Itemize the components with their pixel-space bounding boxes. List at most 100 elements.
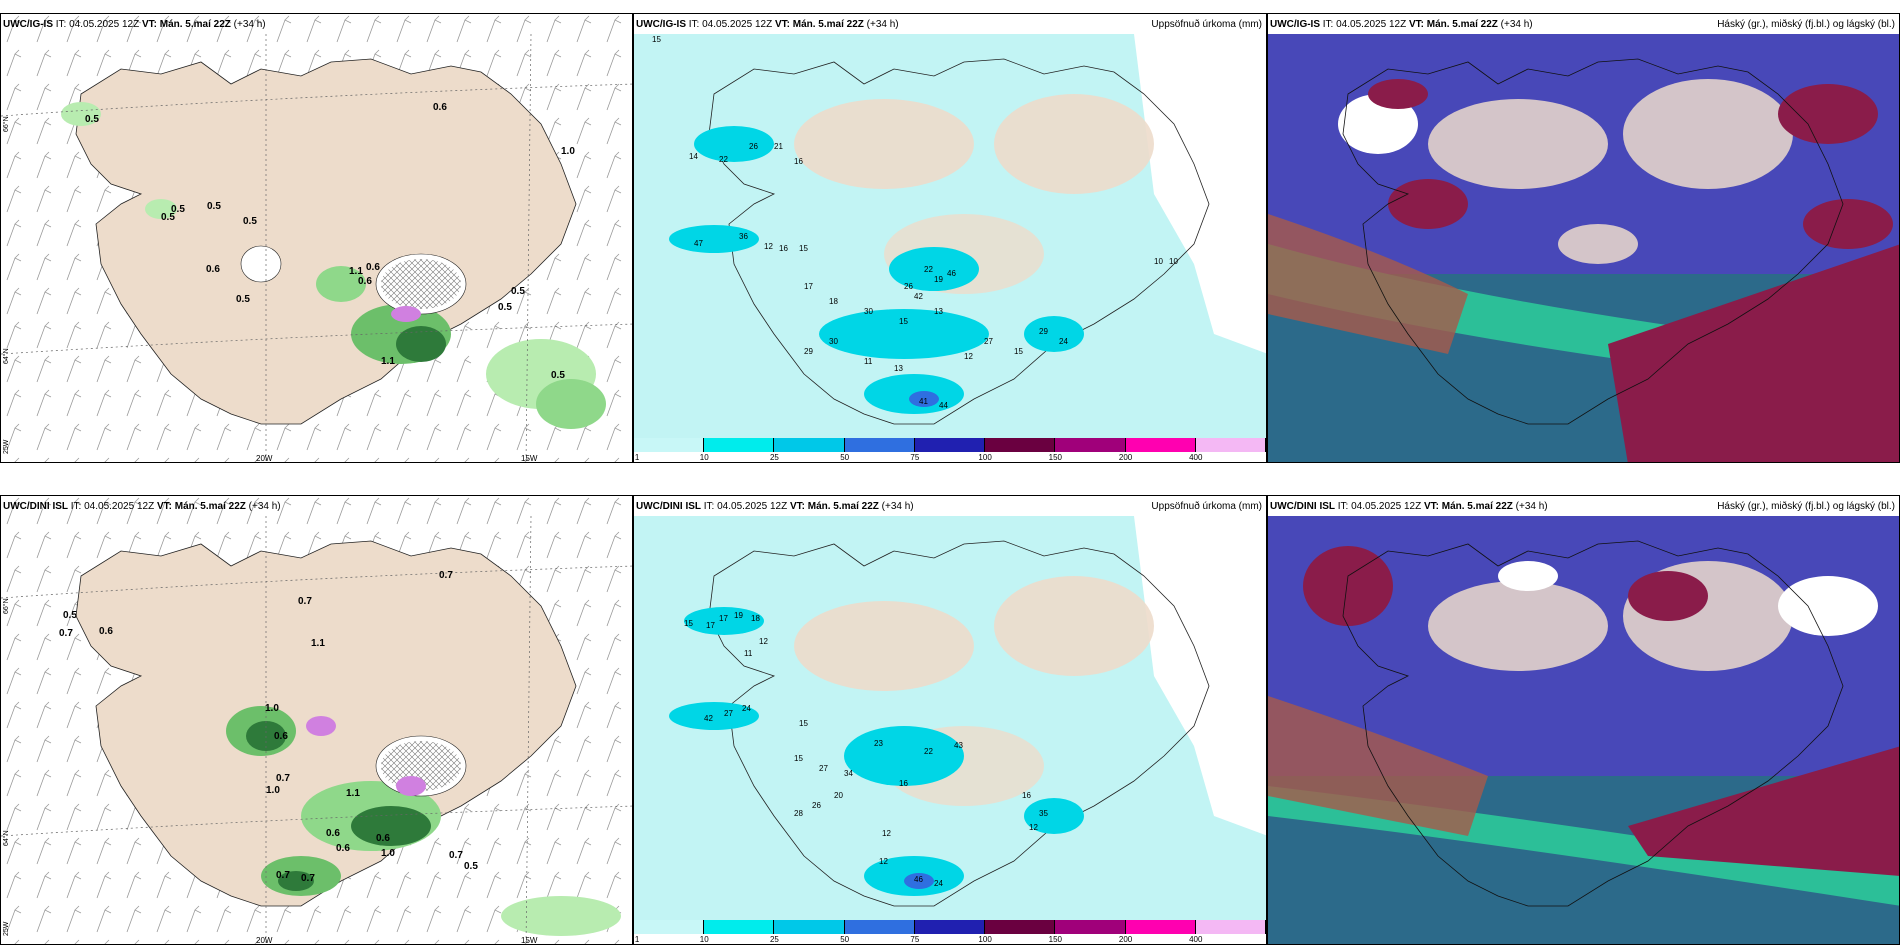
precip-label: 13	[894, 364, 903, 373]
cloud-map	[1268, 516, 1899, 944]
precip-label: 27	[724, 709, 733, 718]
colorbar-segment	[844, 438, 915, 452]
precip-label: 0.5	[207, 201, 221, 212]
precip-label: 0.7	[301, 873, 315, 884]
panel-title: UWC/DINI ISL IT: 04.05.2025 12Z VT: Mán.…	[636, 501, 914, 512]
precip-label: 17	[706, 621, 715, 630]
precip-label: 27	[984, 337, 993, 346]
wind-map-panel-igis: UWC/IG-IS IT: 04.05.2025 12Z VT: Mán. 5.…	[0, 13, 633, 463]
precip-label: 43	[954, 741, 963, 750]
colorbar-segment	[844, 920, 915, 934]
colorbar-segment	[774, 438, 845, 452]
precip-label: 11	[744, 649, 753, 658]
precip-label: 0.7	[439, 570, 453, 581]
precip-label: 15	[652, 35, 661, 44]
precip-label: 36	[739, 232, 748, 241]
precip-label: 42	[704, 714, 713, 723]
precip-label: 24	[742, 704, 751, 713]
precip-label: 1.0	[561, 146, 575, 157]
colorbar-segment	[704, 920, 775, 934]
precip-label: 27	[819, 764, 828, 773]
colorbar-tick: 75	[910, 935, 920, 944]
precip-label: 41	[919, 397, 928, 406]
panel-title: UWC/DINI ISL IT: 04.05.2025 12Z VT: Mán.…	[3, 501, 281, 512]
precip-label: 18	[751, 614, 760, 623]
precip-label: 44	[939, 401, 948, 410]
precip-label: 23	[874, 739, 883, 748]
precip-label: 12	[882, 829, 891, 838]
precip-label: 0.7	[276, 773, 290, 784]
precip-label: 19	[934, 275, 943, 284]
panel-variable-title: Háský (gr.), miðský (fj.bl.) og lágský (…	[1717, 501, 1895, 512]
precip-label: 0.6	[326, 828, 340, 839]
precip-label: 12	[1029, 823, 1038, 832]
precip-label: 16	[899, 779, 908, 788]
precip-label: 34	[844, 769, 853, 778]
colorbar-segment	[1125, 438, 1196, 452]
precip-label: 22	[719, 155, 728, 164]
lon-label: 20W	[256, 936, 273, 945]
colorbar-segment	[914, 920, 986, 934]
colorbar-segment	[634, 920, 705, 934]
colorbar-segment	[774, 920, 845, 934]
precip-label: 0.5	[161, 212, 175, 223]
precip-label: 15	[899, 317, 908, 326]
precip-label: 16	[779, 244, 788, 253]
lat-label: 64°N	[3, 830, 10, 846]
precip-label: 12	[759, 637, 768, 646]
colorbar-tick: 10	[699, 935, 709, 944]
precip-label: 0.5	[511, 286, 525, 297]
precip-label: 24	[934, 879, 943, 888]
colorbar-tick: 400	[1189, 935, 1203, 944]
precip-label: 0.5	[236, 294, 250, 305]
precip-label: 12	[879, 857, 888, 866]
colorbar-tick: 50	[840, 935, 850, 944]
precip-label: 35	[1039, 809, 1048, 818]
colorbar-tick: 150	[1048, 935, 1063, 944]
colorbar-tick: 1	[634, 935, 640, 944]
precip-label: 19	[734, 611, 743, 620]
colorbar-tick: 10	[699, 453, 709, 462]
panel-title: UWC/IG-IS IT: 04.05.2025 12Z VT: Mán. 5.…	[636, 19, 899, 30]
panel-variable-title: Uppsöfnuð úrkoma (mm)	[1151, 19, 1262, 30]
precip-label: 0.7	[449, 850, 463, 861]
lat-label: 25W	[3, 439, 10, 454]
colorbar-segment	[1195, 438, 1266, 452]
precip-label: 12	[964, 352, 973, 361]
precip-label: 15	[794, 754, 803, 763]
precip-label: 28	[794, 809, 803, 818]
panel-title: UWC/IG-IS IT: 04.05.2025 12Z VT: Mán. 5.…	[3, 19, 266, 30]
panel-title: UWC/DINI ISL IT: 04.05.2025 12Z VT: Mán.…	[1270, 501, 1548, 512]
colorbar-tick: 25	[769, 935, 779, 944]
lon-label: 15W	[521, 454, 538, 463]
precip-label: 0.5	[498, 302, 512, 313]
precip-label: 24	[1059, 337, 1068, 346]
precip-colorbar: 1 10 25 50 75 100 150 200 400	[634, 438, 1266, 462]
lat-label: 66°N	[3, 598, 10, 614]
precip-label: 29	[804, 347, 813, 356]
precip-label: 1.1	[311, 638, 325, 649]
precip-label: 11	[864, 357, 873, 366]
colorbar-segment	[1055, 438, 1126, 452]
precip-label: 0.6	[206, 264, 220, 275]
precip-label: 0.7	[298, 596, 312, 607]
precip-label: 10	[1154, 257, 1163, 266]
precip-label: 0.7	[276, 870, 290, 881]
precip-map-panel-dini: UWC/DINI ISL IT: 04.05.2025 12Z VT: Mán.…	[633, 495, 1267, 945]
precip-label: 46	[947, 269, 956, 278]
precip-label: 1.1	[381, 356, 395, 367]
precip-label: 0.6	[433, 102, 447, 113]
precip-label: 0.5	[63, 610, 77, 621]
precip-label: 0.5	[243, 216, 257, 227]
precip-label: 0.6	[366, 262, 380, 273]
colorbar-tick: 75	[910, 453, 920, 462]
precip-label: 0.5	[551, 370, 565, 381]
precip-map: 15 17 17 19 18 12 11 42 27 24 15 15 27 3…	[634, 516, 1266, 922]
precip-label: 29	[1039, 327, 1048, 336]
precip-label: 17	[719, 614, 728, 623]
precip-label: 0.5	[85, 114, 99, 125]
precip-label: 0.5	[171, 204, 185, 215]
precip-label: 15	[1014, 347, 1023, 356]
colorbar-tick: 200	[1118, 935, 1133, 944]
precip-label: 10	[1169, 257, 1178, 266]
